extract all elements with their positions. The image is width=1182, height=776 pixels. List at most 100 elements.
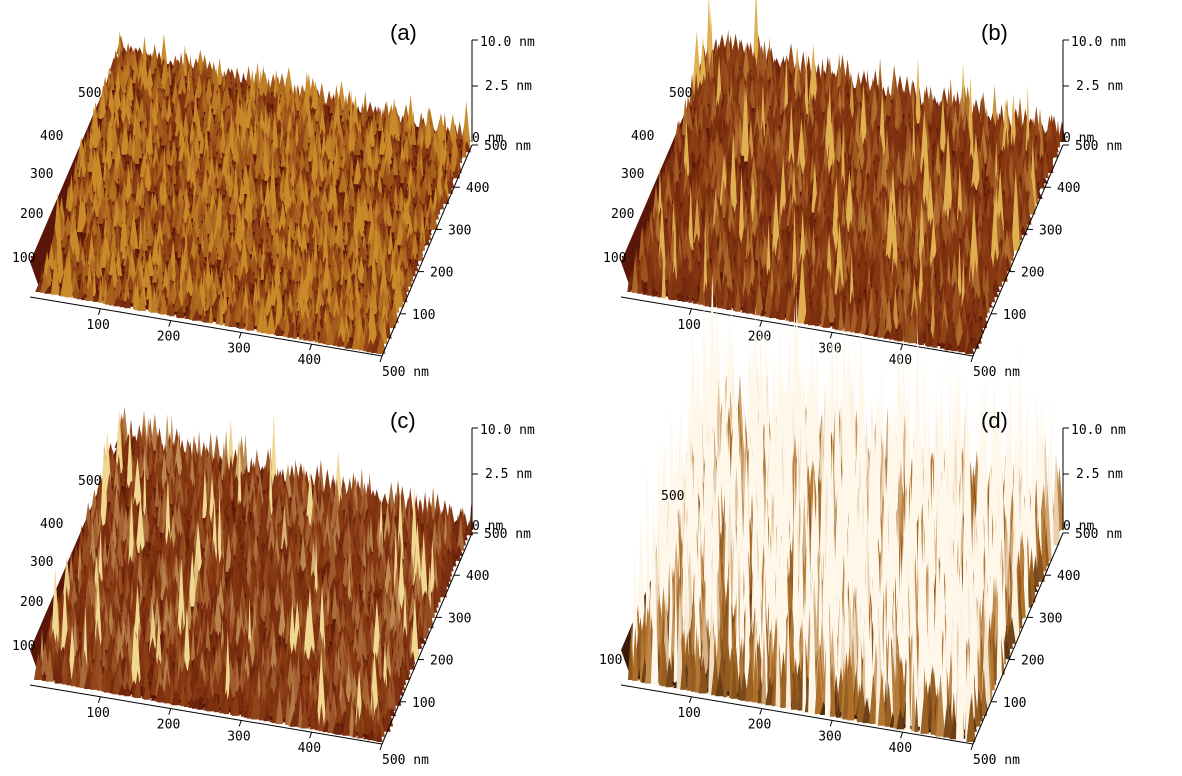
surface-peak	[256, 191, 262, 210]
surface-peak	[292, 320, 298, 339]
surface-peak	[358, 327, 365, 351]
surface-peak	[203, 150, 212, 174]
y-tick-label: 300	[448, 223, 471, 238]
surface-peak	[327, 269, 333, 294]
surface-peak	[88, 125, 93, 154]
surface-peak	[956, 163, 963, 222]
surface-peak	[267, 233, 274, 253]
surface-peak	[301, 292, 311, 324]
surface-peak	[115, 157, 126, 179]
surface-peak	[791, 108, 801, 137]
surface-peak	[298, 320, 304, 340]
surface-peak	[290, 94, 296, 122]
surface-peak	[217, 235, 225, 261]
surface-peak	[181, 216, 186, 241]
surface-peak	[267, 250, 273, 259]
surface-peak	[859, 196, 867, 236]
surface-peak	[684, 201, 689, 223]
surface-peak	[417, 240, 424, 261]
surface-peak	[198, 127, 206, 154]
surface-peak	[109, 67, 115, 90]
surface-peak	[149, 177, 156, 193]
surface-peak	[209, 145, 214, 169]
surface-peak	[201, 267, 206, 317]
surface-peak	[129, 158, 134, 181]
surface-peak	[933, 168, 940, 200]
surface-peak	[260, 253, 265, 280]
surface-peak	[823, 195, 832, 222]
surface-peak	[348, 89, 354, 136]
surface-peak	[266, 307, 276, 335]
surface-peak	[804, 49, 809, 115]
surface-peak	[343, 326, 350, 348]
surface-peak	[117, 203, 123, 228]
surface-peak	[300, 225, 308, 254]
surface-peak	[870, 130, 881, 162]
surface-peak	[440, 132, 445, 170]
surface-peak	[400, 162, 405, 184]
surface-peak	[143, 161, 153, 192]
surface-peak	[85, 280, 95, 301]
surface-peak	[122, 277, 131, 302]
surface-peak	[840, 77, 846, 112]
surface-peak	[353, 156, 363, 185]
surface-peak	[233, 274, 242, 287]
surface-peak	[184, 102, 195, 121]
surface-peak	[234, 276, 239, 293]
surface-peak	[77, 179, 86, 202]
afm-panel-a: 100 200 300 400 500 nm 100 200 300 400 500 nm 10.0…	[0, 0, 591, 388]
surface-peak	[348, 218, 353, 235]
surface-peak	[204, 76, 214, 101]
surface-peak	[112, 279, 121, 300]
surface-peak	[198, 223, 203, 244]
surface-peak	[109, 272, 115, 294]
surface-peak	[462, 101, 471, 148]
y-tick-label: 200	[430, 266, 453, 281]
surface-peak	[838, 104, 845, 130]
surface-peak	[843, 116, 850, 142]
x-tick-label: 100	[86, 318, 109, 333]
surface-peak	[133, 140, 140, 164]
surface-peak	[367, 196, 374, 222]
surface-peak	[752, 65, 759, 90]
surface-peak	[340, 239, 345, 262]
x-axis-line	[29, 296, 383, 357]
surface-peak	[879, 153, 889, 194]
y-tick-label: 400	[466, 181, 489, 196]
surface-peak	[253, 113, 258, 155]
surface-peak	[981, 218, 991, 245]
surface-peak	[291, 304, 297, 328]
surface-peak	[227, 285, 234, 309]
surface-peak	[139, 82, 147, 98]
surface-peak	[81, 294, 86, 301]
surface-peak	[238, 177, 246, 205]
surface-peak	[278, 176, 285, 202]
panel-label: (a)	[390, 20, 417, 45]
surface-peak	[398, 186, 405, 212]
surface-peak	[769, 130, 775, 162]
surface-peak	[181, 294, 186, 313]
surface-peak	[64, 248, 73, 298]
surface-peak	[166, 90, 174, 104]
surface-peak	[840, 121, 846, 196]
surface-peak	[126, 259, 135, 285]
x-tick	[379, 355, 383, 363]
surface-peak	[266, 124, 276, 146]
surface-peak	[377, 291, 383, 315]
surface-peak	[123, 241, 133, 266]
left-tick-label: 500	[78, 86, 101, 101]
surface-peak	[90, 208, 98, 223]
surface-peak	[971, 132, 981, 191]
surface-peak	[156, 261, 165, 284]
surface-peak	[708, 10, 714, 73]
surface-peak	[103, 212, 109, 238]
surface-peak	[333, 291, 340, 318]
surface-peak	[228, 110, 235, 156]
surface-peak	[912, 233, 920, 270]
surface-peak	[1027, 176, 1036, 215]
surface-peak	[351, 326, 360, 350]
surface-peak	[203, 236, 210, 258]
surface-peak	[982, 176, 987, 188]
surface-peak	[735, 135, 742, 167]
